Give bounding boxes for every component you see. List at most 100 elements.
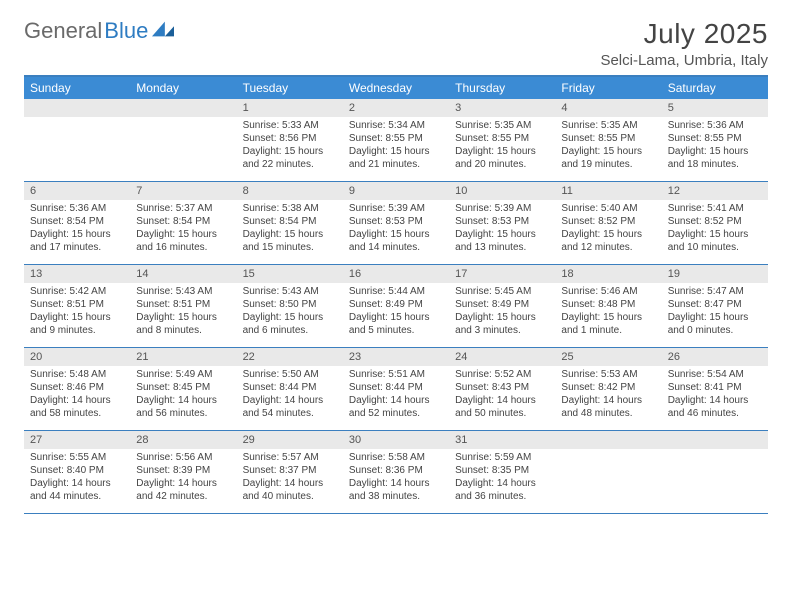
day-cell: 12 Sunrise: 5:41 AMSunset: 8:52 PMDayligh… (662, 182, 768, 264)
sunset-text: Sunset: 8:37 PM (243, 464, 337, 477)
day-cell: 1Sunrise: 5:33 AMSunset: 8:56 PMDaylight… (237, 99, 343, 181)
day-number: 21 (130, 348, 236, 366)
sunrise-text: Sunrise: 5:39 AM (455, 202, 549, 215)
sunset-text: Sunset: 8:41 PM (668, 381, 762, 394)
sunset-text: Sunset: 8:53 PM (349, 215, 443, 228)
day-body: Sunrise: 5:39 AMSunset: 8:53 PMDaylight:… (343, 200, 449, 258)
sunrise-text: Sunrise: 5:45 AM (455, 285, 549, 298)
daylight-text: Daylight: 14 hours and 54 minutes. (243, 394, 337, 420)
day-cell (555, 431, 661, 513)
daylight-text: Daylight: 15 hours and 17 minutes. (30, 228, 124, 254)
daylight-text: Daylight: 15 hours and 0 minutes. (668, 311, 762, 337)
daylight-text: Daylight: 14 hours and 56 minutes. (136, 394, 230, 420)
daylight-text: Daylight: 15 hours and 18 minutes. (668, 145, 762, 171)
day-cell (130, 99, 236, 181)
sunset-text: Sunset: 8:52 PM (668, 215, 762, 228)
sunset-text: Sunset: 8:42 PM (561, 381, 655, 394)
day-body: Sunrise: 5:48 AMSunset: 8:46 PMDaylight:… (24, 366, 130, 424)
day-cell: 9Sunrise: 5:39 AMSunset: 8:53 PMDaylight… (343, 182, 449, 264)
daylight-text: Daylight: 14 hours and 58 minutes. (30, 394, 124, 420)
sunset-text: Sunset: 8:46 PM (30, 381, 124, 394)
day-cell: 31Sunrise: 5:59 AMSunset: 8:35 PMDayligh… (449, 431, 555, 513)
day-cell: 13Sunrise: 5:42 AMSunset: 8:51 PMDayligh… (24, 265, 130, 347)
day-cell: 7Sunrise: 5:37 AMSunset: 8:54 PMDaylight… (130, 182, 236, 264)
day-cell: 20Sunrise: 5:48 AMSunset: 8:46 PMDayligh… (24, 348, 130, 430)
sunset-text: Sunset: 8:51 PM (136, 298, 230, 311)
brand-logo: GeneralBlue (24, 18, 174, 44)
day-body: Sunrise: 5:58 AMSunset: 8:36 PMDaylight:… (343, 449, 449, 507)
day-cell: 23Sunrise: 5:51 AMSunset: 8:44 PMDayligh… (343, 348, 449, 430)
sunrise-text: Sunrise: 5:46 AM (561, 285, 655, 298)
day-number: 8 (237, 182, 343, 200)
sunrise-text: Sunrise: 5:53 AM (561, 368, 655, 381)
sunset-text: Sunset: 8:47 PM (668, 298, 762, 311)
day-body: Sunrise: 5:44 AMSunset: 8:49 PMDaylight:… (343, 283, 449, 341)
day-number: 17 (449, 265, 555, 283)
sunrise-text: Sunrise: 5:41 AM (668, 202, 762, 215)
day-number: 26 (662, 348, 768, 366)
daylight-text: Daylight: 14 hours and 52 minutes. (349, 394, 443, 420)
day-body: Sunrise: 5:56 AMSunset: 8:39 PMDaylight:… (130, 449, 236, 507)
sunrise-text: Sunrise: 5:34 AM (349, 119, 443, 132)
sunrise-text: Sunrise: 5:49 AM (136, 368, 230, 381)
day-number: 13 (24, 265, 130, 283)
week-row: 1Sunrise: 5:33 AMSunset: 8:56 PMDaylight… (24, 99, 768, 182)
sunrise-text: Sunrise: 5:35 AM (561, 119, 655, 132)
day-cell: 27Sunrise: 5:55 AMSunset: 8:40 PMDayligh… (24, 431, 130, 513)
daylight-text: Daylight: 15 hours and 16 minutes. (136, 228, 230, 254)
brand-part2: Blue (104, 18, 148, 44)
day-number (130, 99, 236, 117)
sunset-text: Sunset: 8:55 PM (455, 132, 549, 145)
sunset-text: Sunset: 8:52 PM (561, 215, 655, 228)
day-body: Sunrise: 5:52 AMSunset: 8:43 PMDaylight:… (449, 366, 555, 424)
sunrise-text: Sunrise: 5:40 AM (561, 202, 655, 215)
day-body: Sunrise: 5:49 AMSunset: 8:45 PMDaylight:… (130, 366, 236, 424)
daylight-text: Daylight: 15 hours and 10 minutes. (668, 228, 762, 254)
sunset-text: Sunset: 8:53 PM (455, 215, 549, 228)
sunrise-text: Sunrise: 5:36 AM (30, 202, 124, 215)
sunset-text: Sunset: 8:36 PM (349, 464, 443, 477)
sunrise-text: Sunrise: 5:36 AM (668, 119, 762, 132)
daylight-text: Daylight: 14 hours and 40 minutes. (243, 477, 337, 503)
daylight-text: Daylight: 14 hours and 38 minutes. (349, 477, 443, 503)
title-block: July 2025 Selci-Lama, Umbria, Italy (600, 18, 768, 69)
day-number (662, 431, 768, 449)
day-cell: 14Sunrise: 5:43 AMSunset: 8:51 PMDayligh… (130, 265, 236, 347)
sunset-text: Sunset: 8:55 PM (561, 132, 655, 145)
day-cell: 25Sunrise: 5:53 AMSunset: 8:42 PMDayligh… (555, 348, 661, 430)
day-body: Sunrise: 5:34 AMSunset: 8:55 PMDaylight:… (343, 117, 449, 175)
day-number: 6 (24, 182, 130, 200)
day-number: 18 (555, 265, 661, 283)
week-row: 20Sunrise: 5:48 AMSunset: 8:46 PMDayligh… (24, 348, 768, 431)
day-number (555, 431, 661, 449)
week-row: 27Sunrise: 5:55 AMSunset: 8:40 PMDayligh… (24, 431, 768, 514)
day-number: 3 (449, 99, 555, 117)
day-number: 22 (237, 348, 343, 366)
day-cell: 8Sunrise: 5:38 AMSunset: 8:54 PMDaylight… (237, 182, 343, 264)
daylight-text: Daylight: 15 hours and 12 minutes. (561, 228, 655, 254)
day-cell: 6Sunrise: 5:36 AMSunset: 8:54 PMDaylight… (24, 182, 130, 264)
sunset-text: Sunset: 8:49 PM (455, 298, 549, 311)
day-number: 29 (237, 431, 343, 449)
daylight-text: Daylight: 15 hours and 5 minutes. (349, 311, 443, 337)
weekday-label: Tuesday (237, 77, 343, 99)
day-number: 9 (343, 182, 449, 200)
day-cell: 2Sunrise: 5:34 AMSunset: 8:55 PMDaylight… (343, 99, 449, 181)
day-number: 28 (130, 431, 236, 449)
weekday-label: Wednesday (343, 77, 449, 99)
day-number: 14 (130, 265, 236, 283)
sunrise-text: Sunrise: 5:52 AM (455, 368, 549, 381)
sunset-text: Sunset: 8:54 PM (243, 215, 337, 228)
day-number: 16 (343, 265, 449, 283)
day-cell (24, 99, 130, 181)
day-body: Sunrise: 5:50 AMSunset: 8:44 PMDaylight:… (237, 366, 343, 424)
location: Selci-Lama, Umbria, Italy (600, 52, 768, 69)
day-number: 12 (662, 182, 768, 200)
day-body: Sunrise: 5:55 AMSunset: 8:40 PMDaylight:… (24, 449, 130, 507)
sunrise-text: Sunrise: 5:42 AM (30, 285, 124, 298)
day-body: Sunrise: 5:54 AMSunset: 8:41 PMDaylight:… (662, 366, 768, 424)
daylight-text: Daylight: 15 hours and 19 minutes. (561, 145, 655, 171)
sunset-text: Sunset: 8:40 PM (30, 464, 124, 477)
sunrise-text: Sunrise: 5:44 AM (349, 285, 443, 298)
day-number: 25 (555, 348, 661, 366)
